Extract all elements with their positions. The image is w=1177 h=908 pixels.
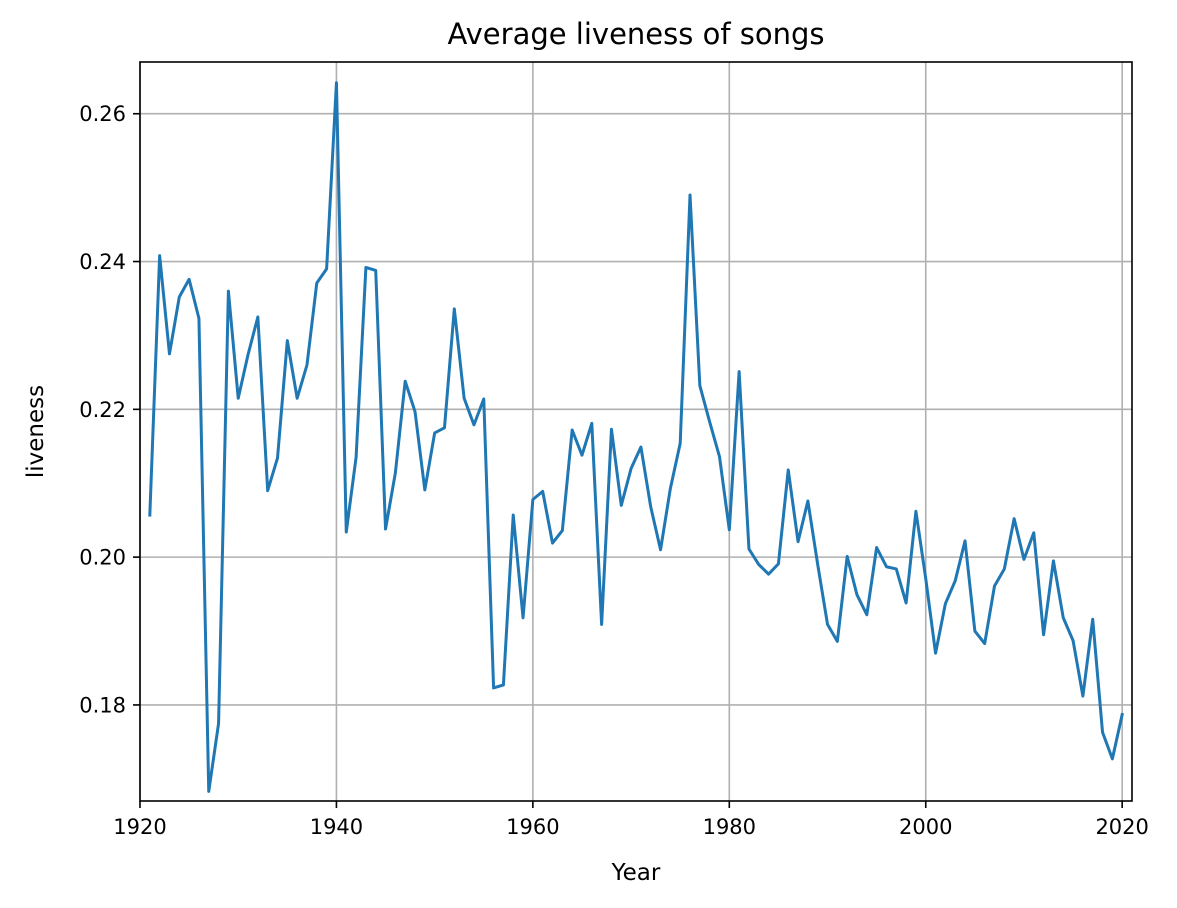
series-line-liveness xyxy=(148,81,1124,793)
axis-ticks: 1920 1940 1960 1980 2000 2020 0.18 0.20 0.22 0.24… xyxy=(79,102,1149,839)
x-tick-label: 1980 xyxy=(703,815,756,839)
y-axis-label: liveness xyxy=(23,385,49,478)
grid-lines xyxy=(139,62,1132,801)
x-tick-label: 1940 xyxy=(310,815,363,839)
plot-frame xyxy=(139,61,1133,802)
chart-title: Average liveness of songs xyxy=(448,17,825,51)
x-tick-label: 1920 xyxy=(113,815,166,839)
x-tick-label: 2020 xyxy=(1095,815,1148,839)
x-tick-label: 1960 xyxy=(506,815,559,839)
x-axis-label: Year xyxy=(611,860,661,886)
y-tick-label: 0.24 xyxy=(79,250,126,274)
y-tick-label: 0.26 xyxy=(79,102,126,126)
y-tick-label: 0.18 xyxy=(79,693,126,717)
x-tick-label: 2000 xyxy=(899,815,952,839)
y-tick-label: 0.20 xyxy=(79,546,126,570)
y-tick-label: 0.22 xyxy=(79,398,126,422)
